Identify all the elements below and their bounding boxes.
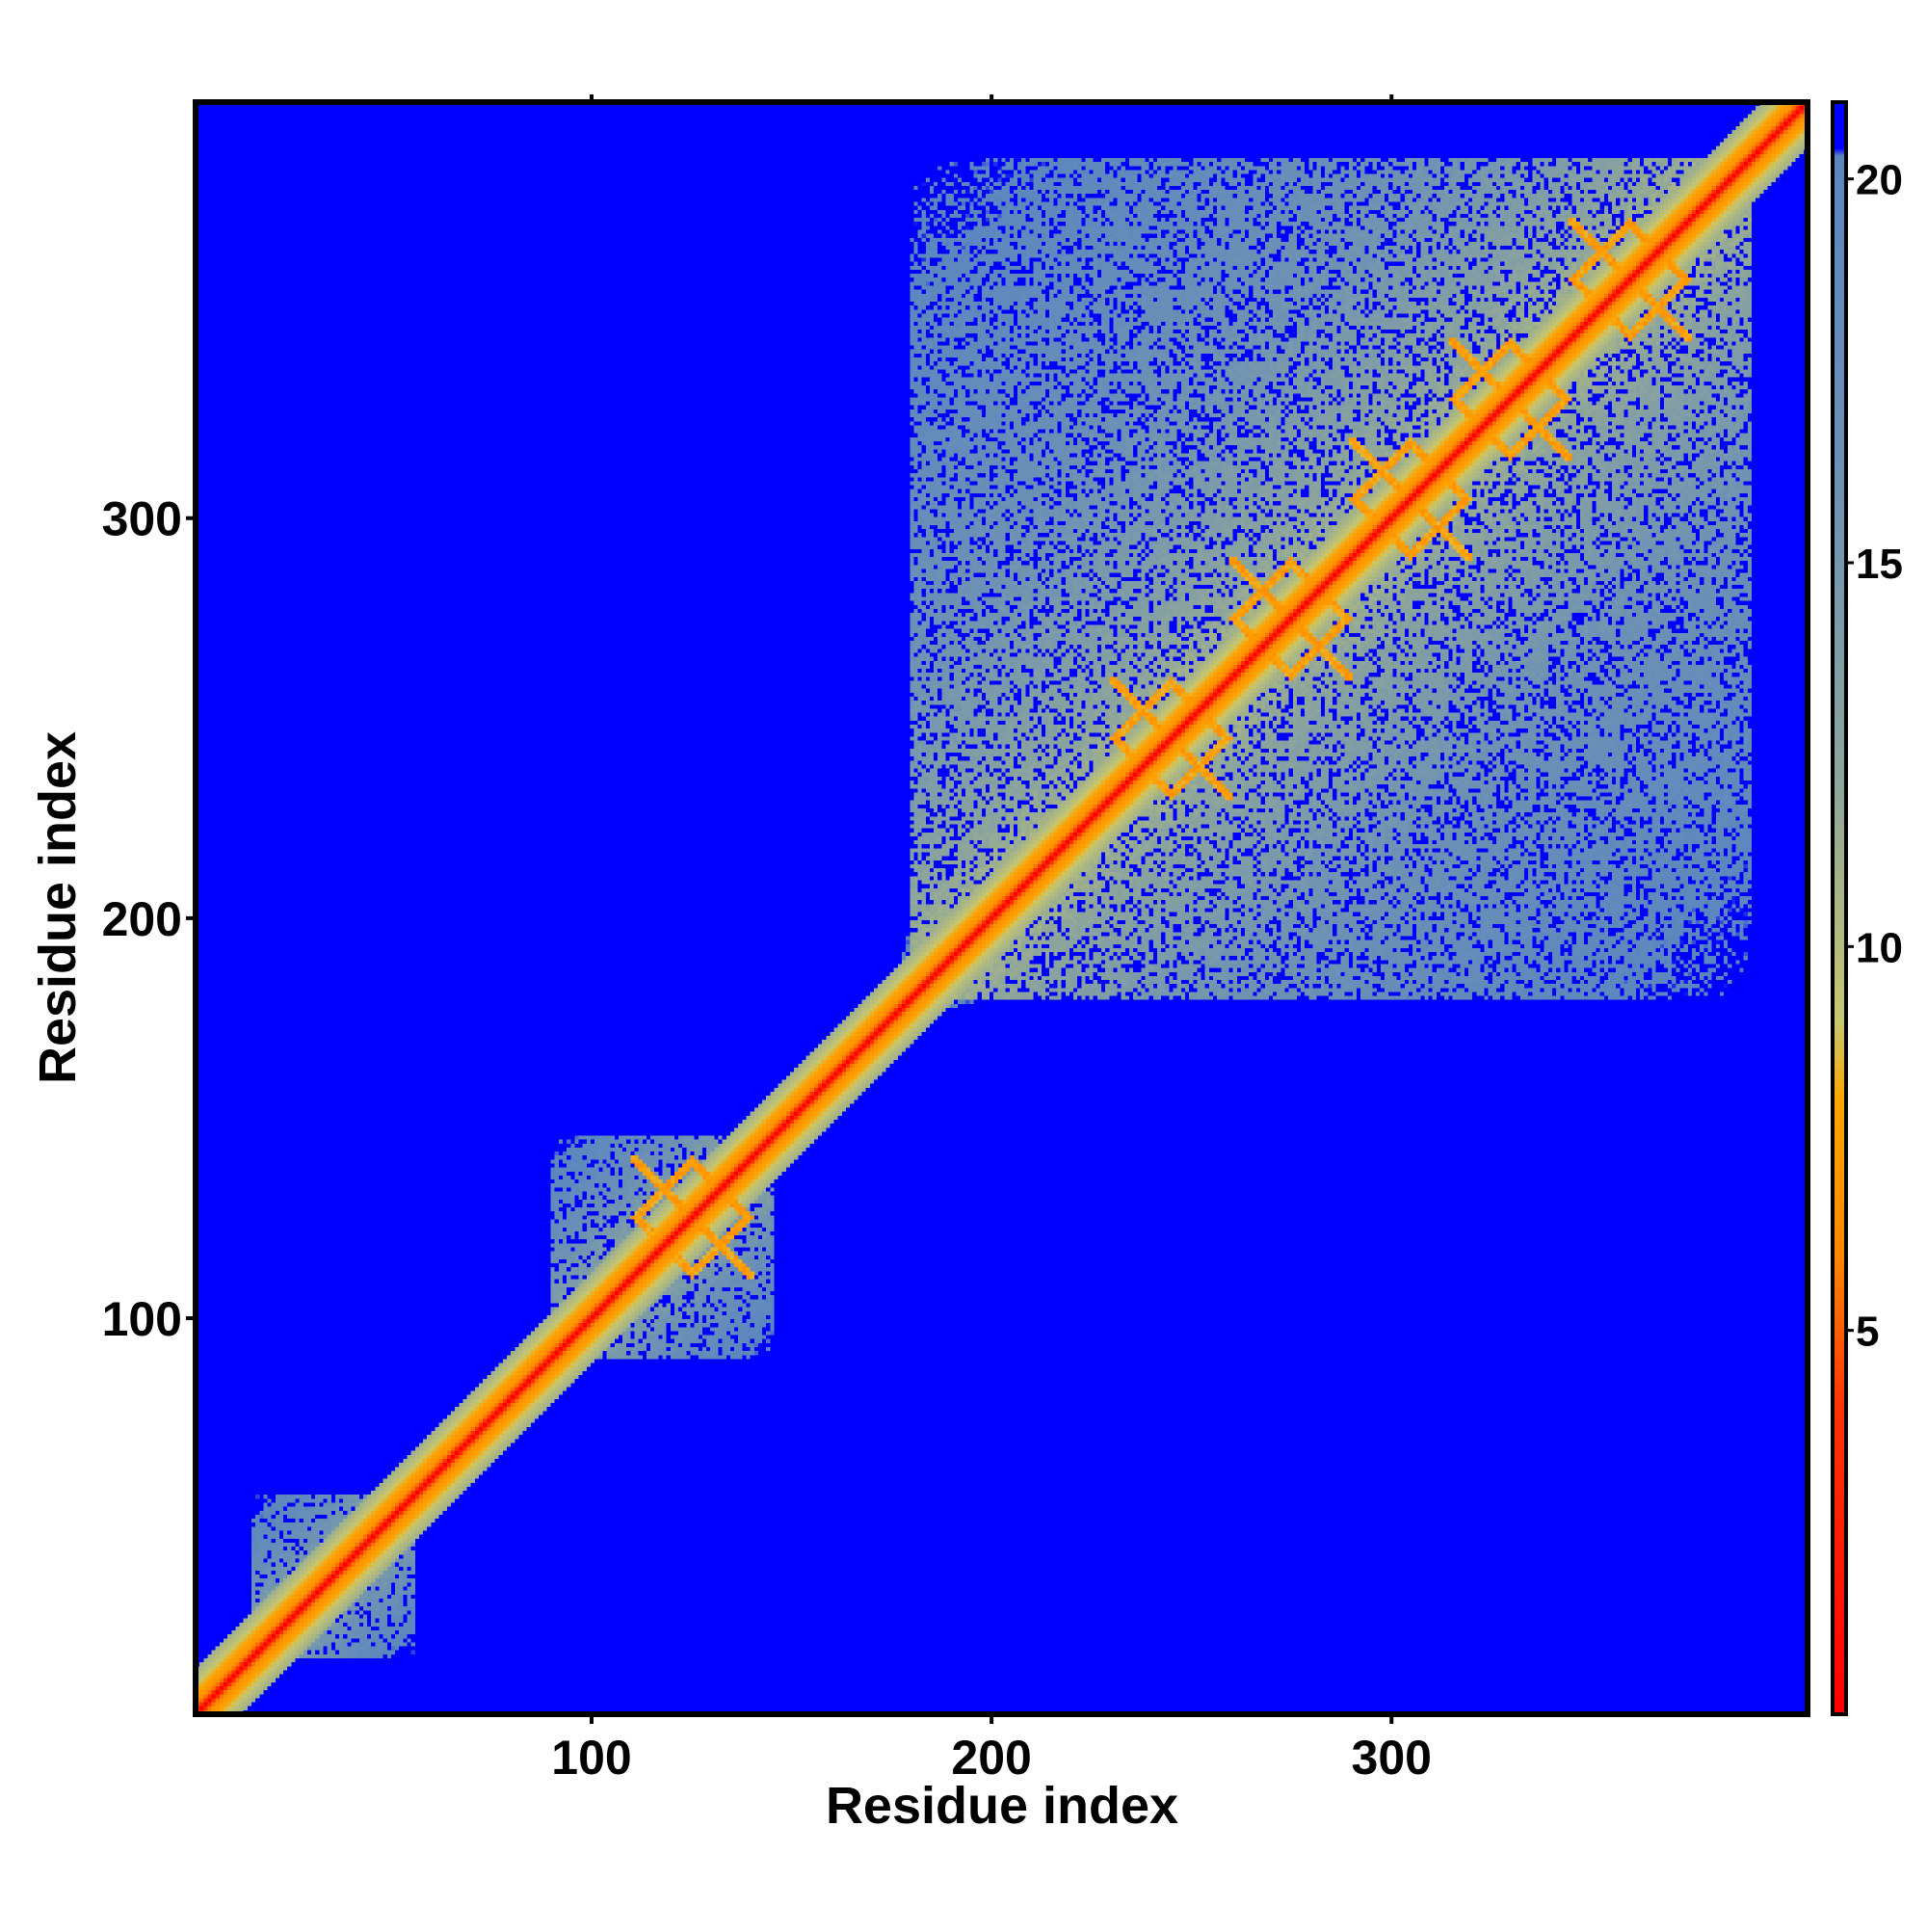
colorbar-tick-label: 5 [1856,1309,1879,1356]
x-tick-label: 200 [951,1731,1031,1785]
y-axis: 100 200 300 [102,492,196,1346]
heatmap-plot [196,102,1808,1714]
x-tick-label: 100 [551,1731,631,1785]
colorbar: 5 10 15 20 [1831,100,1903,1716]
heatmap-cells [196,102,1808,1714]
colorbar-tick-label: 10 [1856,924,1903,971]
colorbar-tick-label: 15 [1856,541,1903,588]
colorbar-tick-label: 20 [1856,157,1903,204]
colorbar-ticks: 5 10 15 20 [1846,157,1903,1356]
colorbar-gradient [1831,100,1848,1716]
plot-frame [193,99,1810,1717]
x-axis-title: Residue index [826,1777,1178,1835]
y-axis-title: Residue index [29,731,87,1084]
y-tick-label: 300 [102,492,182,546]
x-tick-label: 300 [1352,1731,1432,1785]
y-tick-label: 200 [102,892,182,946]
x-axis: 100 200 300 [551,94,1432,1785]
y-tick-label: 100 [102,1292,182,1346]
